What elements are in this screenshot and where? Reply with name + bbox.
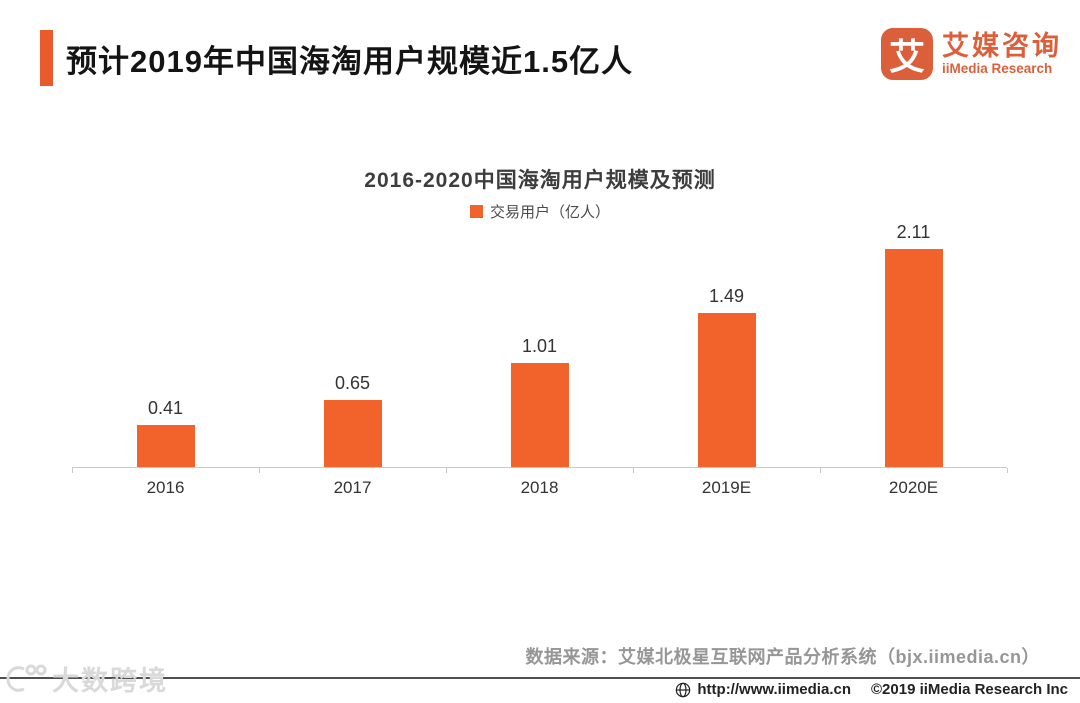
footer-copyright: ©2019 iiMedia Research Inc: [871, 681, 1068, 698]
chart-legend: 交易用户（亿人）: [0, 201, 1080, 222]
bar: [697, 313, 756, 467]
x-axis-line: [72, 467, 1008, 473]
bar-group: 1.49: [633, 217, 820, 467]
plot-area: 0.41 0.65 1.01 1.49 2.11: [72, 217, 1007, 467]
logo-name-cn: 艾媒咨询: [942, 30, 1062, 61]
bar-value-label: 2.11: [896, 222, 931, 242]
imedia-logo: 艾 艾媒咨询 iiMedia Research: [881, 28, 1062, 80]
bar: [884, 249, 943, 467]
bar-group: 2.11: [820, 217, 1007, 467]
x-axis-tick-label: 2018: [520, 478, 559, 497]
bar: [136, 425, 195, 467]
globe-icon: [676, 682, 691, 697]
x-axis-tick-label: 2016: [146, 478, 185, 497]
bar: [510, 363, 569, 467]
bar-value-label: 0.65: [334, 373, 371, 393]
axis-tick: [820, 468, 821, 473]
x-axis-tick-label: 2017: [333, 478, 372, 497]
chart-title: 2016-2020中国海淘用户规模及预测: [364, 169, 716, 192]
bar-value-label: 1.01: [521, 336, 558, 356]
bar: [323, 400, 382, 467]
axis-tick: [259, 468, 260, 473]
axis-tick: [633, 468, 634, 473]
x-axis-tick-label: 2019E: [701, 478, 752, 497]
logo-name-en: iiMedia Research: [942, 61, 1053, 77]
watermark-logo-icon: [6, 664, 47, 692]
page-title: 预计2019年中国海淘用户规模近1.5亿人: [66, 44, 634, 79]
footer-divider: [0, 677, 1080, 679]
imedia-logo-icon: 艾: [881, 28, 933, 80]
legend-label: 交易用户（亿人）: [489, 204, 610, 221]
footer-url: http://www.iimedia.cn: [697, 681, 851, 698]
bar-group: 0.65: [259, 217, 446, 467]
axis-tick: [72, 468, 73, 473]
x-axis-labels: 2016 2017 2018 2019E 2020E: [72, 478, 1007, 498]
x-axis-tick-label: 2020E: [888, 478, 939, 497]
logo-text: 艾媒咨询 iiMedia Research: [942, 30, 1062, 77]
bar-group: 1.01: [446, 217, 633, 467]
axis-tick: [446, 468, 447, 473]
logo-icon-char: 艾: [888, 36, 925, 77]
bar-group: 0.41: [72, 217, 259, 467]
bar-value-label: 0.41: [147, 398, 184, 418]
footer-info: http://www.iimedia.cn ©2019 iiMedia Rese…: [675, 681, 1068, 698]
axis-tick: [1007, 468, 1008, 473]
legend-swatch: [469, 205, 483, 218]
watermark-label: 大数跨境: [52, 666, 168, 696]
data-source-note: 数据来源：艾媒北极星互联网产品分析系统（bjx.iimedia.cn）: [525, 647, 1040, 667]
watermark: 大数跨境: [4, 659, 168, 698]
title-accent-bar: [40, 30, 53, 86]
bar-value-label: 1.49: [708, 286, 745, 306]
